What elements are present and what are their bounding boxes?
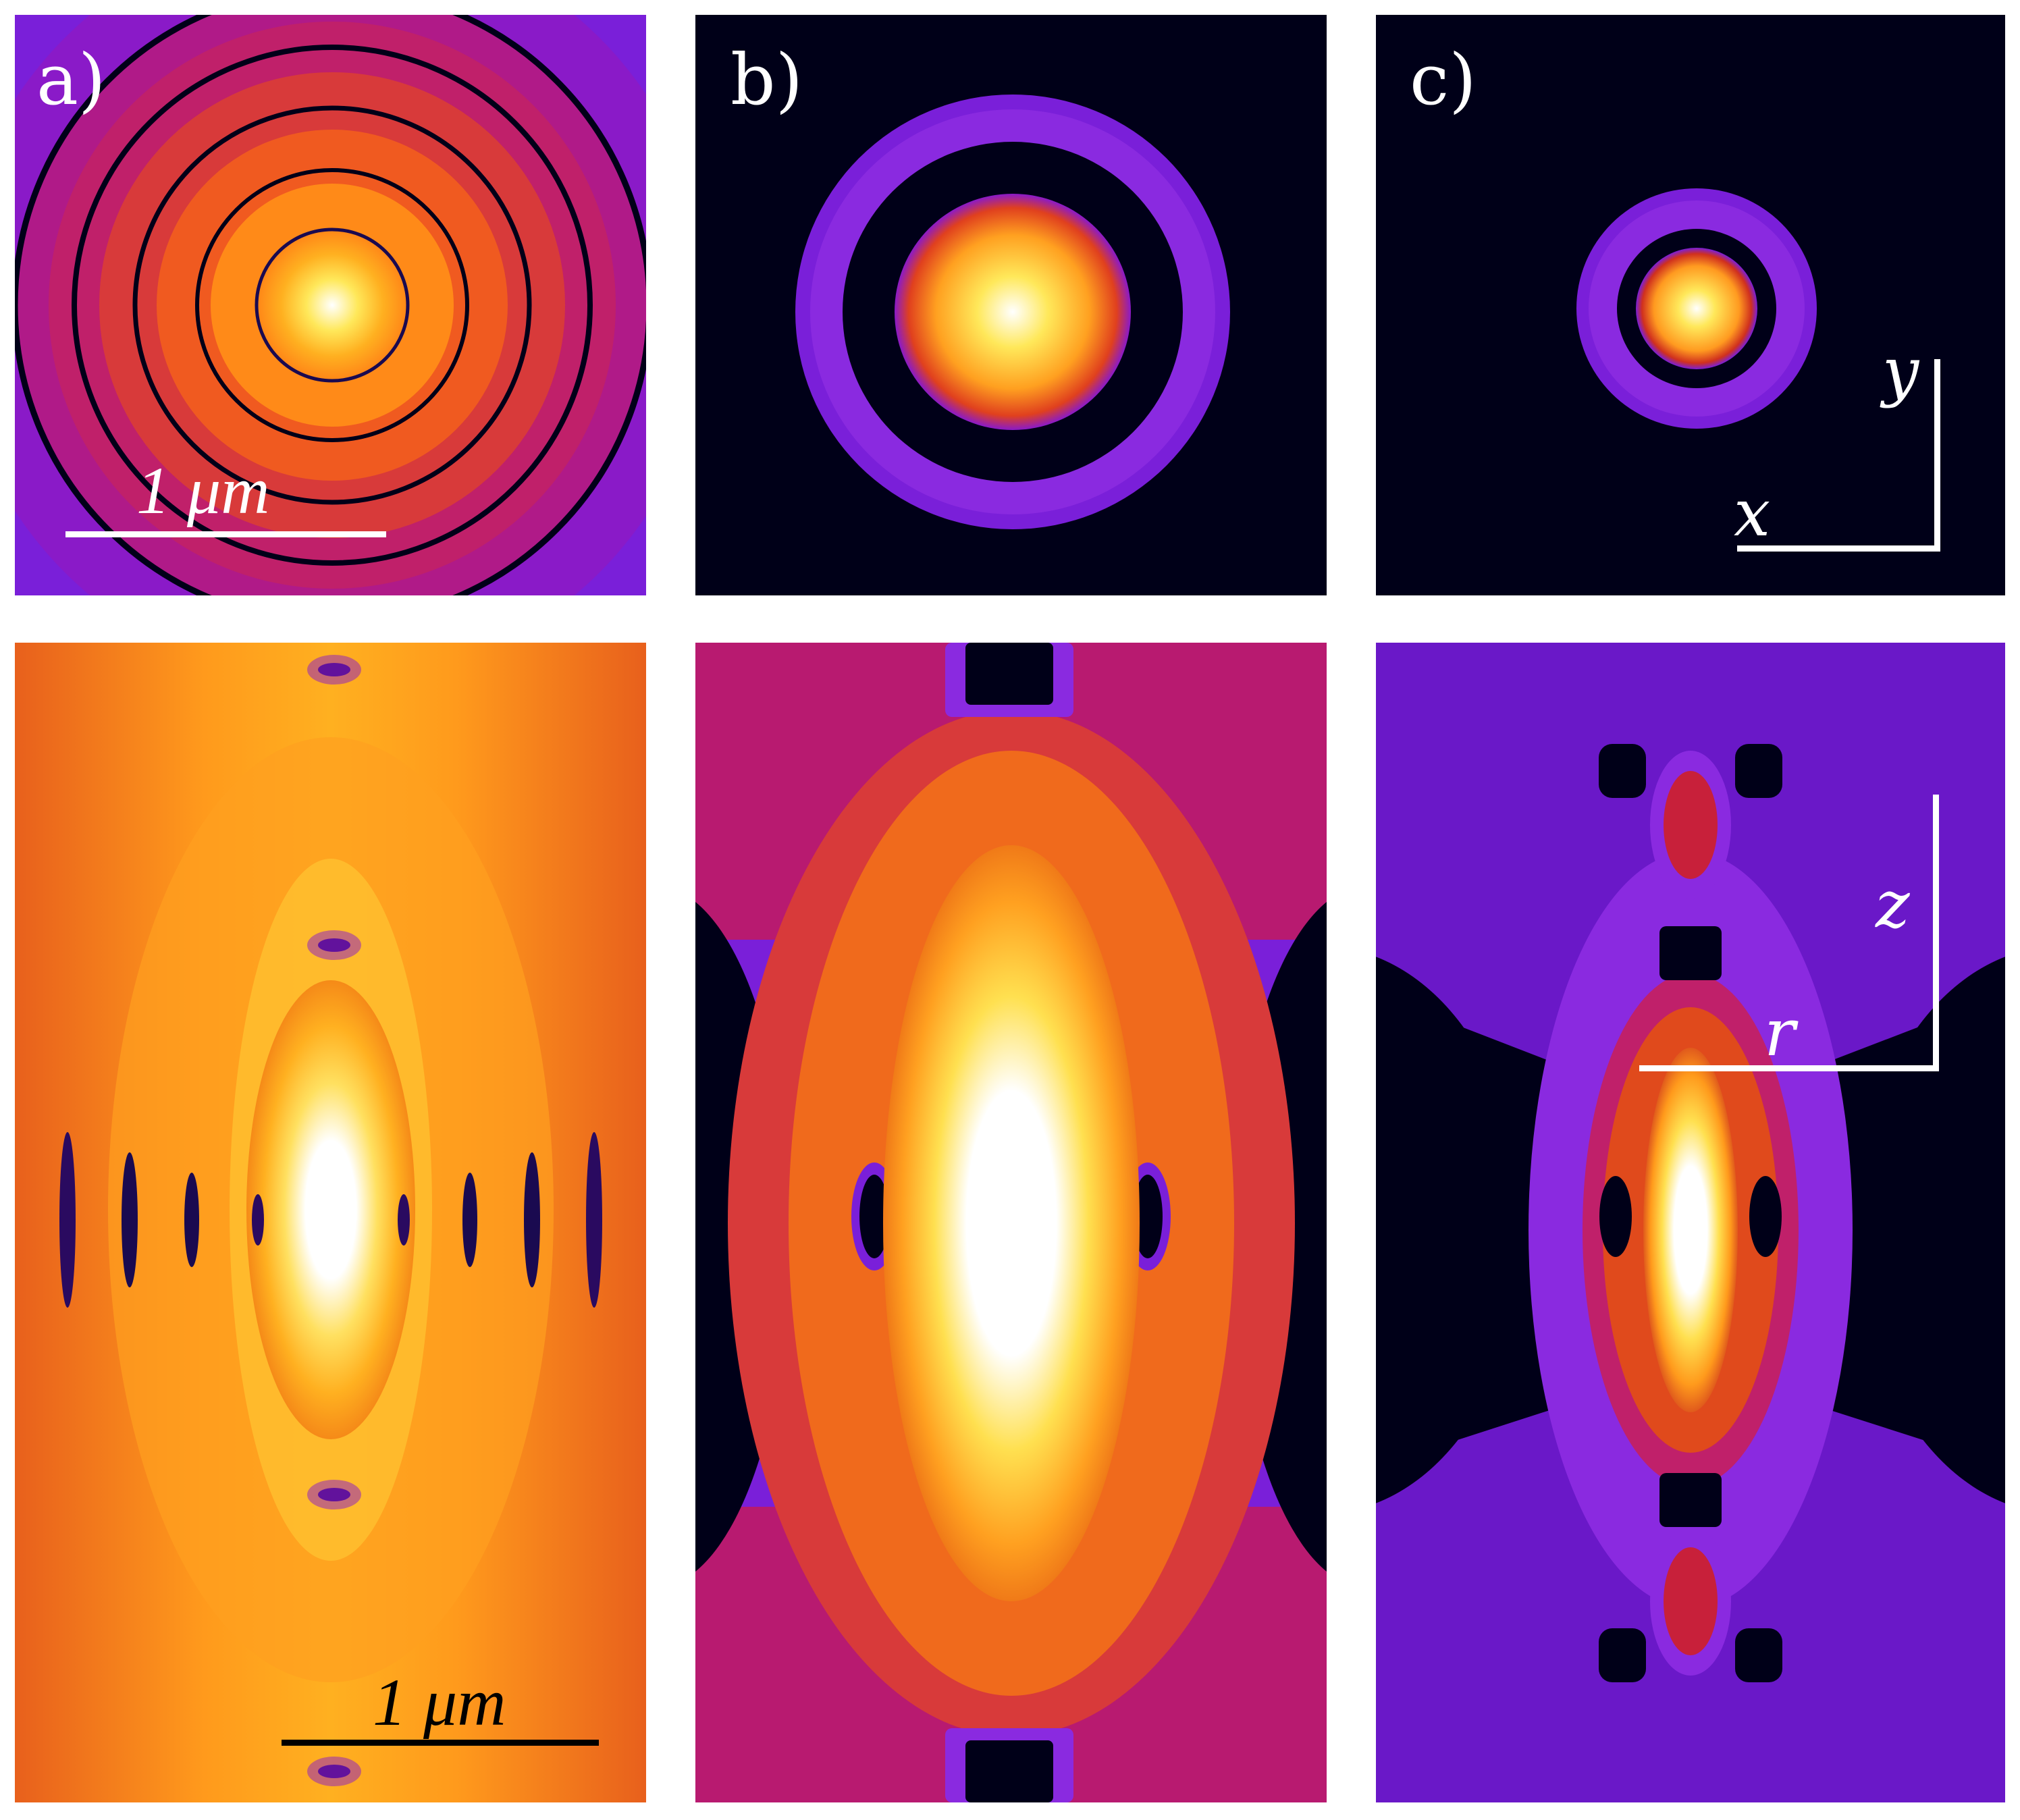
panel-c-rz-field: [1376, 643, 2005, 1802]
panel-a-xy-field: [15, 15, 646, 595]
axis-label-r-bottom: r: [1764, 995, 1795, 1071]
axis-x-line-top: [1737, 545, 1940, 552]
panel-b-rz-field: [695, 643, 1327, 1802]
panel-a-xy: a) 1 μm: [15, 15, 646, 595]
axis-r-line-bottom: [1639, 1065, 1939, 1071]
panel-b-rz: [695, 643, 1327, 1802]
panel-a-rz-field: [15, 643, 646, 1802]
panel-b-xy-field: [795, 95, 1230, 529]
panel-a-rz: 1 μm: [15, 643, 646, 1802]
axis-z-line-bottom: [1933, 795, 1939, 1071]
panel-b-xy: b): [695, 15, 1327, 595]
axis-label-z-bottom: z: [1876, 867, 1910, 942]
scale-bar-label-bottom: 1 μm: [373, 1665, 506, 1740]
axis-y-line-top: [1934, 359, 1940, 552]
panel-b-label: b): [730, 38, 803, 121]
panel-c-xy-field: [1576, 188, 1817, 429]
scale-bar-top: [65, 531, 386, 537]
axis-label-y-top: y: [1882, 333, 1919, 409]
panel-c-rz: z r: [1376, 643, 2005, 1802]
panel-c-xy: c) y x: [1376, 15, 2005, 595]
scale-bar-bottom: [282, 1740, 599, 1746]
axis-label-x-top: x: [1734, 475, 1771, 551]
scale-bar-label-top: 1 μm: [136, 453, 270, 528]
panel-a-label: a): [36, 38, 106, 121]
panel-c-label: c): [1410, 38, 1477, 121]
